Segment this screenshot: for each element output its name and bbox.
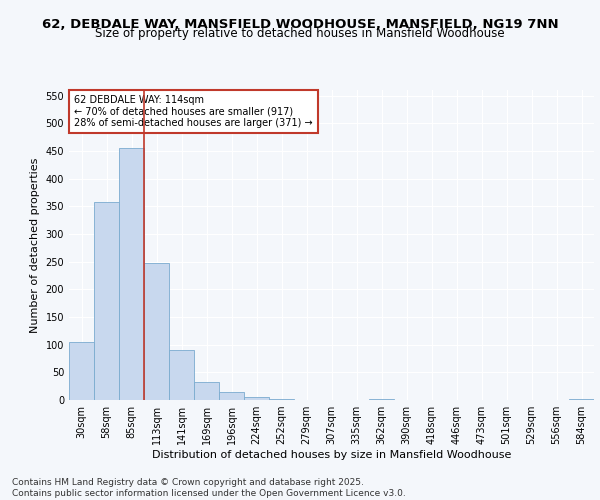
Text: 62 DEBDALE WAY: 114sqm
← 70% of detached houses are smaller (917)
28% of semi-de: 62 DEBDALE WAY: 114sqm ← 70% of detached…: [74, 94, 313, 128]
Bar: [219, 392, 244, 400]
Bar: [119, 148, 144, 400]
Y-axis label: Number of detached properties: Number of detached properties: [30, 158, 40, 332]
Bar: [169, 350, 194, 400]
Bar: [194, 382, 219, 400]
Bar: [269, 399, 294, 400]
Bar: [569, 399, 594, 400]
Bar: [94, 202, 119, 400]
Text: Contains HM Land Registry data © Crown copyright and database right 2025.
Contai: Contains HM Land Registry data © Crown c…: [12, 478, 406, 498]
Bar: [69, 342, 94, 400]
Bar: [244, 397, 269, 400]
Text: Size of property relative to detached houses in Mansfield Woodhouse: Size of property relative to detached ho…: [95, 28, 505, 40]
X-axis label: Distribution of detached houses by size in Mansfield Woodhouse: Distribution of detached houses by size …: [152, 450, 511, 460]
Text: 62, DEBDALE WAY, MANSFIELD WOODHOUSE, MANSFIELD, NG19 7NN: 62, DEBDALE WAY, MANSFIELD WOODHOUSE, MA…: [41, 18, 559, 30]
Bar: [369, 399, 394, 400]
Bar: [144, 264, 169, 400]
